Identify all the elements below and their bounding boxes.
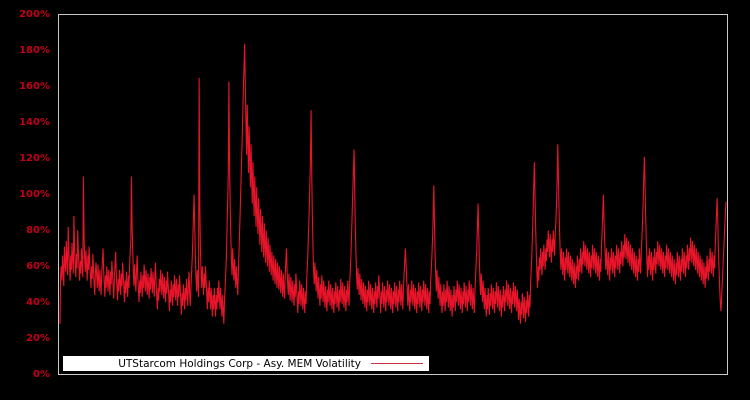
ytick-label-100: 100% [19, 189, 50, 200]
legend-line-sample [371, 363, 423, 364]
chart-legend: UTStarcom Holdings Corp - Asy. MEM Volat… [63, 356, 429, 371]
ytick-label-200: 200% [19, 9, 50, 20]
series-line-utstarcom [59, 43, 727, 324]
ytick-label-80: 80% [26, 225, 50, 236]
ytick-label-0: 0% [33, 369, 50, 380]
ytick-label-180: 180% [19, 45, 50, 56]
volatility-series [59, 43, 727, 324]
legend-label: UTStarcom Holdings Corp - Asy. MEM Volat… [118, 357, 361, 370]
ytick-label-20: 20% [26, 333, 50, 344]
plot-area [58, 14, 728, 375]
ytick-label-160: 160% [19, 81, 50, 92]
ytick-label-40: 40% [26, 297, 50, 308]
ytick-label-140: 140% [19, 117, 50, 128]
ytick-label-60: 60% [26, 261, 50, 272]
ytick-label-120: 120% [19, 153, 50, 164]
